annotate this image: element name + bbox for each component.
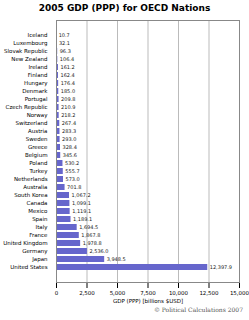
svg-text:Greece: Greece — [28, 144, 48, 150]
svg-text:32.1: 32.1 — [59, 40, 70, 46]
svg-text:106.4: 106.4 — [60, 56, 74, 62]
svg-text:Japan: Japan — [31, 256, 48, 263]
svg-text:345.6: 345.6 — [63, 152, 77, 158]
svg-text:209.8: 209.8 — [61, 96, 75, 102]
svg-text:1,867.8: 1,867.8 — [81, 232, 100, 238]
svg-text:Australia: Australia — [23, 184, 47, 190]
svg-text:Finland: Finland — [28, 72, 48, 78]
svg-text:555.7: 555.7 — [65, 168, 79, 174]
svg-text:Sweden: Sweden — [26, 136, 48, 142]
svg-text:218.2: 218.2 — [61, 112, 75, 118]
svg-text:210.9: 210.9 — [61, 104, 75, 110]
svg-text:12,397.9: 12,397.9 — [210, 264, 232, 270]
svg-text:293.0: 293.0 — [62, 136, 76, 142]
svg-text:162.4: 162.4 — [60, 72, 74, 78]
svg-text:2,500: 2,500 — [79, 290, 95, 296]
svg-text:Austria: Austria — [28, 128, 47, 134]
svg-text:1,067.2: 1,067.2 — [72, 192, 91, 198]
svg-text:328.4: 328.4 — [63, 144, 77, 150]
svg-text:New Zealand: New Zealand — [11, 56, 47, 62]
svg-text:Czech Republic: Czech Republic — [6, 104, 48, 111]
svg-text:12,500: 12,500 — [199, 290, 219, 296]
svg-text:Portugal: Portugal — [25, 96, 48, 103]
svg-text:Germany: Germany — [22, 248, 48, 255]
svg-text:Luxembourg: Luxembourg — [13, 40, 47, 47]
svg-text:Netherlands: Netherlands — [14, 176, 48, 182]
svg-text:Spain: Spain — [32, 216, 48, 223]
html-text:2005 GDP (PPP) for OECD Nation: 2005 GDP (PPP) for OECD Nations — [38, 3, 211, 13]
svg-text:Turkey: Turkey — [29, 168, 49, 175]
svg-text:Poland: Poland — [29, 160, 47, 166]
svg-text:15,000: 15,000 — [230, 290, 249, 296]
svg-text:701.8: 701.8 — [67, 184, 81, 190]
svg-text:10,000: 10,000 — [169, 290, 189, 296]
svg-text:Belgium: Belgium — [25, 152, 48, 159]
svg-text:Italy: Italy — [36, 224, 49, 231]
svg-text:10.7: 10.7 — [59, 32, 70, 38]
svg-text:573.0: 573.0 — [65, 176, 79, 182]
svg-text:7,500: 7,500 — [140, 290, 156, 296]
svg-text:3,948.5: 3,948.5 — [107, 256, 126, 262]
svg-text:Canada: Canada — [27, 200, 48, 206]
svg-text:176.4: 176.4 — [61, 80, 75, 86]
svg-text:Iceland: Iceland — [28, 32, 48, 38]
svg-text:1,694.5: 1,694.5 — [79, 224, 98, 230]
svg-text:96.3: 96.3 — [60, 48, 71, 54]
svg-text:Mexico: Mexico — [28, 208, 48, 214]
svg-text:283.3: 283.3 — [62, 128, 76, 134]
svg-text:1,978.8: 1,978.8 — [83, 240, 102, 246]
svg-text:Switzerland: Switzerland — [15, 120, 47, 126]
svg-text:530.2: 530.2 — [65, 160, 79, 166]
svg-text:0: 0 — [55, 290, 59, 296]
svg-text:185.0: 185.0 — [61, 88, 75, 94]
svg-text:161.2: 161.2 — [60, 64, 74, 70]
svg-text:267.4: 267.4 — [62, 120, 76, 126]
svg-text:Hungary: Hungary — [24, 80, 48, 87]
svg-text:5,000: 5,000 — [110, 290, 126, 296]
svg-text:Slovak Republic: Slovak Republic — [4, 48, 47, 55]
svg-text:GDP (PPP) [billions $USD]: GDP (PPP) [billions $USD] — [113, 298, 183, 304]
svg-text:United Kingdom: United Kingdom — [3, 240, 47, 247]
svg-text:Ireland: Ireland — [28, 64, 47, 70]
svg-text:France: France — [29, 232, 48, 238]
svg-text:Norway: Norway — [27, 112, 49, 119]
svg-text:1,119.1: 1,119.1 — [72, 208, 91, 214]
svg-text:United States: United States — [10, 264, 47, 270]
svg-text:1,189.1: 1,189.1 — [73, 216, 92, 222]
svg-text:1,099.1: 1,099.1 — [72, 200, 91, 206]
svg-text:Denmark: Denmark — [22, 88, 48, 94]
svg-text:2,536.0: 2,536.0 — [89, 248, 108, 254]
html-text:© Political Calculations 2007: © Political Calculations 2007 — [153, 306, 243, 313]
svg-text:South Korea: South Korea — [14, 192, 47, 198]
